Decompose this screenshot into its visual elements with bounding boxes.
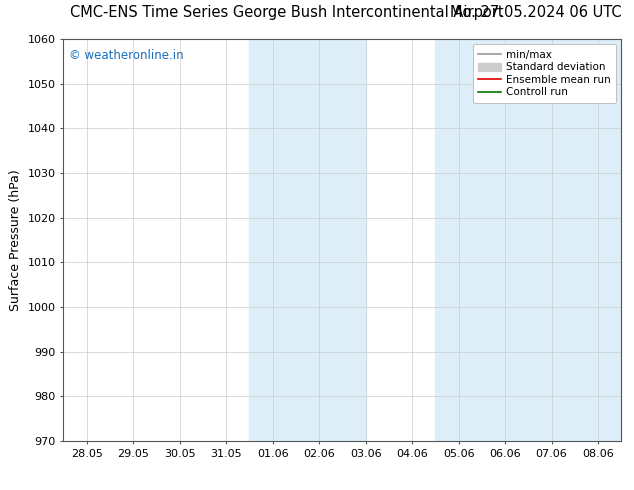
Text: CMC-ENS Time Series George Bush Intercontinental Airport: CMC-ENS Time Series George Bush Intercon…	[70, 4, 503, 20]
Text: Mo. 27.05.2024 06 UTC: Mo. 27.05.2024 06 UTC	[450, 4, 621, 20]
Legend: min/max, Standard deviation, Ensemble mean run, Controll run: min/max, Standard deviation, Ensemble me…	[473, 45, 616, 102]
Text: © weatheronline.in: © weatheronline.in	[69, 49, 184, 62]
Bar	[436, 39, 621, 441]
Y-axis label: Surface Pressure (hPa): Surface Pressure (hPa)	[9, 169, 22, 311]
Bar	[249, 39, 366, 441]
